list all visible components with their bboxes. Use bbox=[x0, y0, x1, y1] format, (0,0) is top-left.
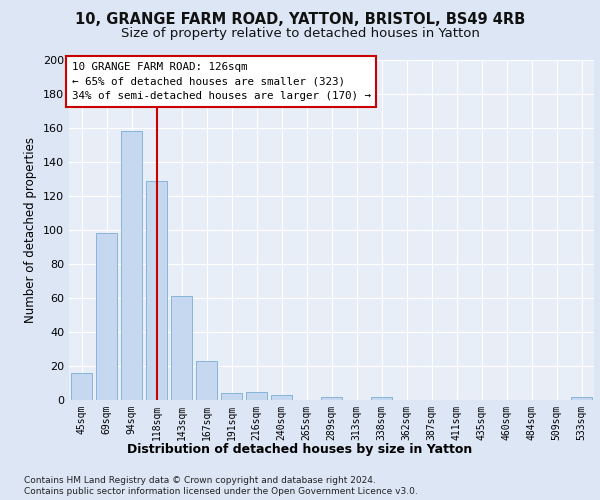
Bar bbox=[246, 392, 267, 400]
Bar bbox=[221, 393, 242, 400]
Bar bbox=[96, 234, 117, 400]
Text: 10, GRANGE FARM ROAD, YATTON, BRISTOL, BS49 4RB: 10, GRANGE FARM ROAD, YATTON, BRISTOL, B… bbox=[75, 12, 525, 28]
Bar bbox=[371, 396, 392, 400]
Text: Contains public sector information licensed under the Open Government Licence v3: Contains public sector information licen… bbox=[24, 488, 418, 496]
Bar bbox=[271, 395, 292, 400]
Bar bbox=[171, 296, 192, 400]
Text: 10 GRANGE FARM ROAD: 126sqm
← 65% of detached houses are smaller (323)
34% of se: 10 GRANGE FARM ROAD: 126sqm ← 65% of det… bbox=[71, 62, 371, 102]
Bar bbox=[571, 396, 592, 400]
Bar bbox=[71, 373, 92, 400]
Bar bbox=[321, 396, 342, 400]
Bar bbox=[146, 180, 167, 400]
Bar bbox=[196, 361, 217, 400]
Text: Distribution of detached houses by size in Yatton: Distribution of detached houses by size … bbox=[127, 442, 473, 456]
Bar bbox=[121, 132, 142, 400]
Text: Size of property relative to detached houses in Yatton: Size of property relative to detached ho… bbox=[121, 28, 479, 40]
Y-axis label: Number of detached properties: Number of detached properties bbox=[25, 137, 37, 323]
Text: Contains HM Land Registry data © Crown copyright and database right 2024.: Contains HM Land Registry data © Crown c… bbox=[24, 476, 376, 485]
